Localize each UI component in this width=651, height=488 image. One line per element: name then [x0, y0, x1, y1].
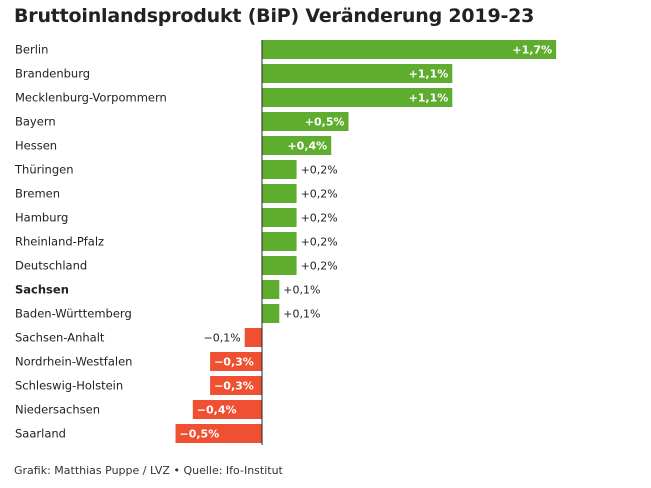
data-label: −0,5% [180, 428, 220, 441]
data-label: +0,5% [305, 116, 345, 129]
bar [210, 376, 262, 395]
data-label: +1,1% [409, 68, 449, 81]
category-label: Deutschland [15, 259, 87, 273]
data-label: +0,2% [301, 164, 338, 177]
category-label: Brandenburg [15, 67, 90, 81]
bar [192, 400, 262, 419]
bar [262, 208, 297, 227]
bar [262, 280, 280, 299]
chart-title: Bruttoinlandsprodukt (BiP) Veränderung 2… [14, 5, 535, 27]
category-label: Mecklenburg-Vorpommern [15, 91, 167, 105]
category-label: Schleswig-Holstein [15, 379, 123, 393]
data-label: +1,7% [512, 44, 552, 57]
data-label: −0,3% [214, 356, 254, 369]
category-label: Baden-Württemberg [15, 307, 132, 321]
category-label: Saarland [15, 427, 66, 441]
category-label: Hamburg [15, 211, 68, 225]
category-label: Hessen [15, 139, 57, 153]
data-label: +0,1% [283, 284, 320, 297]
category-label: Bayern [15, 115, 56, 129]
bar [262, 136, 332, 155]
bar [175, 424, 262, 443]
bar-chart: +1,7% +1,1% +1,1% +0,5% +0,4% +0,2% +0,2% +0,2%… [14, 40, 557, 445]
bars-layer: +1,7% +1,1% +1,1% +0,5% +0,4% +0,2% +0,2% +0,2%… [175, 40, 557, 443]
category-label: Nordrhein-Westfalen [15, 355, 132, 369]
data-label: −0,3% [214, 380, 254, 393]
bar [262, 64, 453, 83]
data-label: −0,1% [204, 332, 241, 345]
source-footer: Grafik: Matthias Puppe / LVZ • Quelle: I… [14, 464, 283, 477]
category-labels-layer: Berlin Brandenburg Mecklenburg-Vorpommern B… [14, 43, 167, 441]
bar [262, 256, 297, 275]
bar [262, 232, 297, 251]
bar [262, 184, 297, 203]
category-label: Rheinland-Pfalz [15, 235, 104, 249]
category-label: Thüringen [14, 163, 73, 177]
bar [262, 40, 557, 59]
bar [262, 112, 349, 131]
data-label: −0,4% [197, 404, 237, 417]
category-label: Sachsen-Anhalt [15, 331, 105, 345]
data-label: +0,2% [301, 188, 338, 201]
bar [262, 160, 297, 179]
category-label: Sachsen [15, 283, 69, 297]
data-label: +0,2% [301, 212, 338, 225]
data-label: +0,2% [301, 236, 338, 249]
data-label: +0,2% [301, 260, 338, 273]
bar [262, 88, 453, 107]
data-label: +1,1% [409, 92, 449, 105]
bar [262, 304, 280, 323]
category-label: Berlin [15, 43, 48, 57]
category-label: Bremen [15, 187, 60, 201]
data-label: +0,4% [287, 140, 327, 153]
bar [244, 328, 262, 347]
bar [210, 352, 262, 371]
data-label: +0,1% [283, 308, 320, 321]
category-label: Niedersachsen [15, 403, 100, 417]
